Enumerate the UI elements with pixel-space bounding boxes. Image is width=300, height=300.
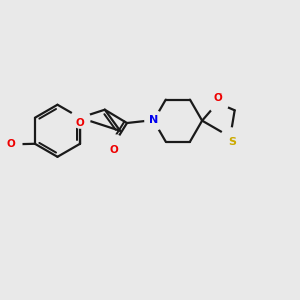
- Text: O: O: [214, 93, 224, 103]
- Point: [8, 142, 12, 147]
- Point: [111, 142, 116, 147]
- Text: O: O: [109, 145, 117, 154]
- Point: [215, 100, 220, 105]
- Text: N: N: [149, 115, 158, 125]
- Point: [78, 115, 82, 120]
- Text: O: O: [76, 120, 85, 130]
- Point: [8, 142, 12, 147]
- Text: O: O: [109, 145, 118, 154]
- Point: [151, 118, 156, 122]
- Text: O: O: [6, 140, 15, 149]
- Point: [228, 134, 232, 139]
- Text: O: O: [2, 140, 11, 149]
- Text: S: S: [230, 137, 238, 147]
- Text: N: N: [149, 115, 158, 124]
- Text: O: O: [76, 118, 84, 128]
- Text: O: O: [213, 93, 222, 103]
- Text: S: S: [228, 137, 236, 147]
